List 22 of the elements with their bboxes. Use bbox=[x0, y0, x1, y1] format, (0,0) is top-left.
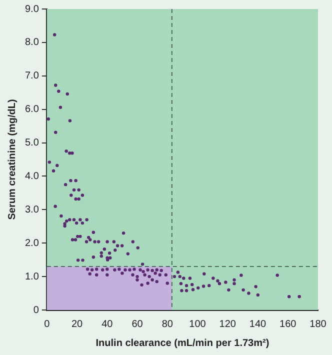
y-tick-label: 6.0 bbox=[24, 104, 40, 116]
x-tick-label: 120 bbox=[219, 318, 236, 330]
x-tick-label: 160 bbox=[280, 318, 297, 330]
y-tick-label: 1.0 bbox=[24, 271, 40, 282]
x-tick-label: 80 bbox=[162, 318, 174, 330]
y-axis-title: Serum creatinine (mg/dL) bbox=[6, 99, 18, 220]
x-tick-label: 180 bbox=[310, 318, 327, 330]
x-tick-label: 40 bbox=[102, 318, 114, 330]
y-tick-label: 2.0 bbox=[24, 238, 40, 249]
x-tick-label: 140 bbox=[249, 318, 267, 330]
y-tick-label: 0 bbox=[33, 304, 40, 316]
x-tick-label: 0 bbox=[44, 318, 50, 330]
y-tick-label: 3.0 bbox=[24, 204, 40, 216]
y-tick-label: 7.0 bbox=[24, 70, 40, 82]
x-tick-label: 20 bbox=[71, 318, 84, 330]
y-tick-label: 5.0 bbox=[24, 138, 40, 149]
x-tick-label: 60 bbox=[132, 318, 144, 330]
x-axis-title: Inulin clearance (mL/min per 1.73m²) bbox=[96, 338, 270, 349]
y-tick-label: 8.0 bbox=[24, 37, 40, 48]
y-tick-label: 9.0 bbox=[24, 4, 40, 15]
y-tick-label: 4.0 bbox=[24, 170, 40, 182]
x-tick-label: 100 bbox=[189, 318, 206, 330]
